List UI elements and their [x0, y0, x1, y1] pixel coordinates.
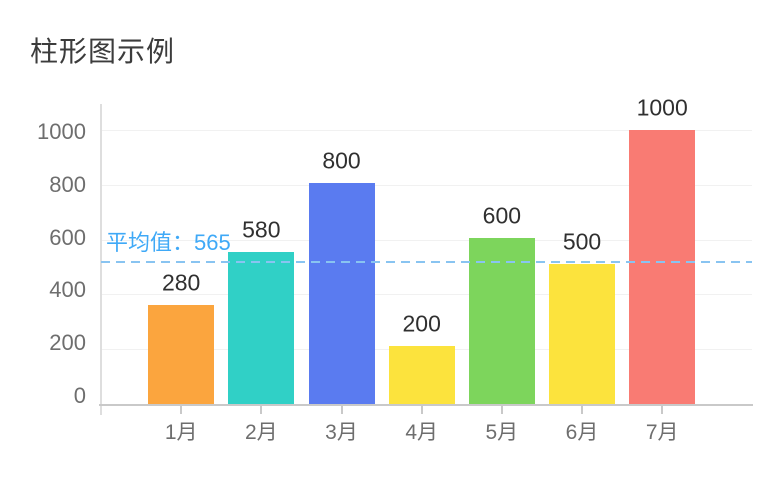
x-axis-label-1月: 1月 — [164, 421, 198, 444]
x-axis-tick-7月 — [661, 406, 664, 414]
x-axis-tick-2月 — [260, 406, 263, 414]
bar-value-label-6月: 500 — [562, 228, 602, 255]
y-axis-label-400: 400 — [49, 277, 86, 303]
y-axis-label-200: 200 — [49, 330, 86, 356]
bar-6月[interactable] — [549, 264, 616, 404]
gridline-1000 — [101, 130, 752, 131]
bar-value-label-7月: 1000 — [636, 94, 688, 121]
average-line-label: 平均值：565 — [106, 230, 231, 255]
bar-value-label-5月: 600 — [482, 202, 522, 229]
bar-1月[interactable] — [148, 305, 215, 404]
gridline-600 — [101, 239, 752, 241]
bar-3月[interactable] — [308, 183, 375, 404]
y-axis-label-1000: 1000 — [37, 119, 86, 144]
x-axis-line — [99, 404, 753, 406]
y-axis-line — [100, 104, 102, 415]
gridline-400 — [101, 294, 752, 296]
x-axis-label-4月: 4月 — [405, 421, 439, 444]
bar-value-label-4月: 200 — [402, 310, 441, 337]
x-axis-tick-1月 — [180, 406, 183, 414]
gridline-800 — [101, 184, 752, 186]
bar-5月[interactable] — [468, 238, 535, 404]
bar-value-label-2月: 580 — [242, 216, 281, 243]
y-axis-label-600: 600 — [49, 224, 86, 250]
bar-value-label-3月: 800 — [322, 147, 361, 174]
x-axis-label-3月: 3月 — [325, 421, 358, 444]
x-axis-tick-6月 — [581, 406, 584, 414]
x-axis-label-6月: 6月 — [565, 421, 599, 444]
y-axis-label-0: 0 — [73, 383, 86, 408]
average-line — [101, 260, 752, 263]
bar-2月[interactable] — [228, 251, 295, 404]
y-axis-label-800: 800 — [49, 171, 86, 197]
x-axis-label-7月: 7月 — [645, 421, 679, 444]
bar-7月[interactable] — [629, 130, 696, 404]
bar-value-label-1月: 280 — [161, 269, 201, 296]
x-axis-label-2月: 2月 — [244, 421, 278, 444]
chart-title: 柱形图示例 — [30, 36, 176, 67]
x-axis-label-5月: 5月 — [485, 421, 519, 444]
x-axis-tick-5月 — [500, 406, 503, 414]
bar-4月[interactable] — [388, 346, 455, 404]
x-axis-tick-4月 — [420, 406, 423, 414]
x-axis-tick-3月 — [340, 406, 343, 414]
